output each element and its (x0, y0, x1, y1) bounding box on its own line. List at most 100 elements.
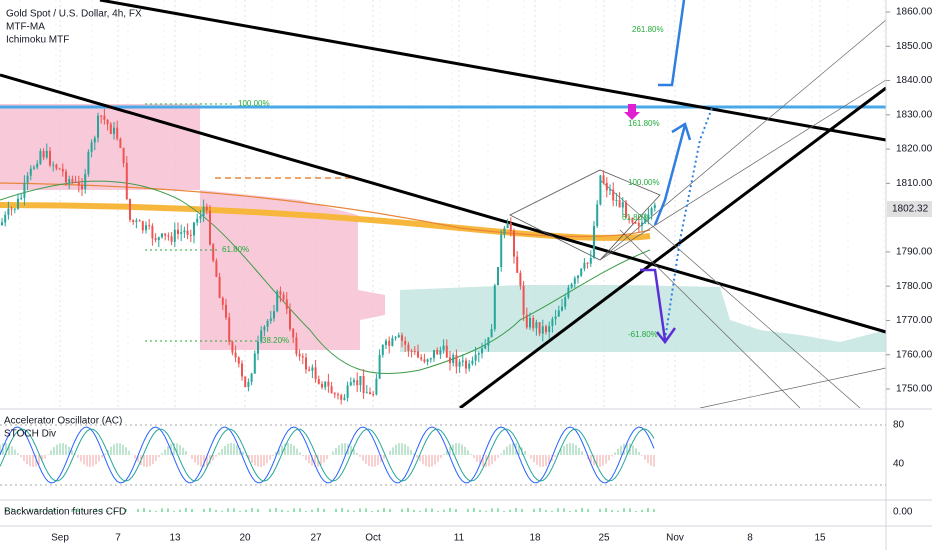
candle-body (369, 392, 371, 395)
trendline (0, 73, 887, 334)
projection-down (640, 268, 667, 341)
time-label: 15 (814, 533, 826, 544)
candle-body (289, 309, 291, 330)
candle-body (132, 219, 135, 222)
candle-body (490, 329, 493, 338)
candle-body (465, 360, 467, 369)
candle-body (77, 181, 80, 186)
candle-body (301, 356, 304, 358)
candle-body (612, 189, 615, 201)
fib-label: 100.00% (238, 99, 270, 108)
candle-body (653, 204, 656, 209)
candle-body (263, 326, 266, 331)
candle-body (87, 151, 90, 174)
candle-body (573, 278, 576, 284)
arrow-head (656, 327, 677, 345)
candle-body (218, 276, 221, 298)
candle-body (644, 219, 647, 223)
candle-body (529, 317, 531, 328)
candle-body (42, 151, 45, 158)
candle-body (106, 119, 109, 125)
price-tick-label: 1770.00 (896, 315, 932, 326)
price-tick-label: 1830.00 (896, 109, 932, 120)
price-tick-label: 1860.00 (896, 7, 932, 18)
pane-label: Backwardation futures CFD (4, 507, 126, 518)
candle-body (253, 353, 256, 374)
candle-body (378, 355, 381, 379)
stoch-d (0, 428, 655, 482)
fan-line (599, 79, 887, 261)
price-axis: 1860.00 1850.00 1840.00 1830.00 1820.00 1810.… (886, 7, 932, 395)
candle-body (433, 349, 435, 359)
fib-label: 61.80% (222, 245, 249, 254)
candle-body (212, 244, 215, 261)
fib-label: 38.20% (262, 336, 289, 345)
candle-body (346, 385, 349, 398)
candle-body (202, 206, 205, 217)
candle-body (599, 175, 602, 205)
time-label: 20 (239, 533, 251, 544)
price-tick-label: 1850.00 (896, 41, 932, 52)
candle-body (561, 306, 563, 311)
candle-body (621, 202, 624, 208)
pane-label: Accelerator Oscillator (AC) (4, 416, 122, 427)
candle-body (343, 397, 346, 400)
candle-body (193, 222, 195, 236)
candle-body (429, 358, 432, 360)
candle-body (250, 373, 253, 383)
time-label: 11 (454, 533, 465, 544)
candle-body (1, 222, 3, 225)
candle-body (186, 230, 189, 235)
candle-body (151, 225, 154, 239)
candle-body (173, 229, 176, 242)
candle-body (58, 168, 61, 170)
candle-body (541, 326, 544, 334)
candle-body (500, 234, 503, 267)
lower-panes-bg (0, 408, 932, 550)
candle-body (199, 216, 202, 219)
candle-body (167, 235, 170, 237)
candle-body (410, 350, 413, 352)
candle-body (522, 285, 525, 315)
candle-body (452, 355, 455, 364)
candle-body (650, 208, 653, 215)
candle-body (570, 283, 573, 288)
candle-body (618, 199, 621, 208)
candle-body (228, 317, 231, 342)
candle-body (557, 310, 560, 317)
candle-body (122, 147, 125, 163)
candle-body (260, 330, 263, 342)
projection-dotted (664, 107, 713, 341)
candle-body (513, 230, 515, 257)
candle-body (519, 272, 522, 286)
time-label: Sep (51, 533, 69, 544)
time-label: 8 (747, 533, 753, 544)
candle-body (295, 337, 298, 354)
indicator-label: Ichimoku MTF (6, 35, 69, 46)
fib-label: 161.80% (628, 119, 660, 128)
candle-body (577, 275, 579, 279)
cloud-pink (0, 104, 385, 350)
candle-body (554, 316, 557, 320)
ma-green (0, 180, 651, 375)
candle-body (356, 380, 359, 386)
candle-body (324, 381, 327, 388)
candle-body (397, 335, 400, 338)
candle-body (493, 285, 496, 330)
candle-body (420, 357, 423, 360)
candle-body (497, 266, 499, 286)
candle-body (161, 233, 163, 238)
candle-body (55, 164, 58, 169)
candle-body (68, 179, 71, 183)
price-tick-label: 1840.00 (896, 75, 932, 86)
channel (509, 169, 661, 261)
candle-body (445, 345, 448, 358)
projection-top (658, 0, 686, 87)
candle-body (311, 367, 314, 371)
candle-body (90, 142, 93, 152)
time-label: 13 (169, 533, 181, 544)
candle-body (170, 236, 173, 242)
candle-body (567, 287, 570, 298)
fib-label: 61.80% (622, 213, 649, 222)
